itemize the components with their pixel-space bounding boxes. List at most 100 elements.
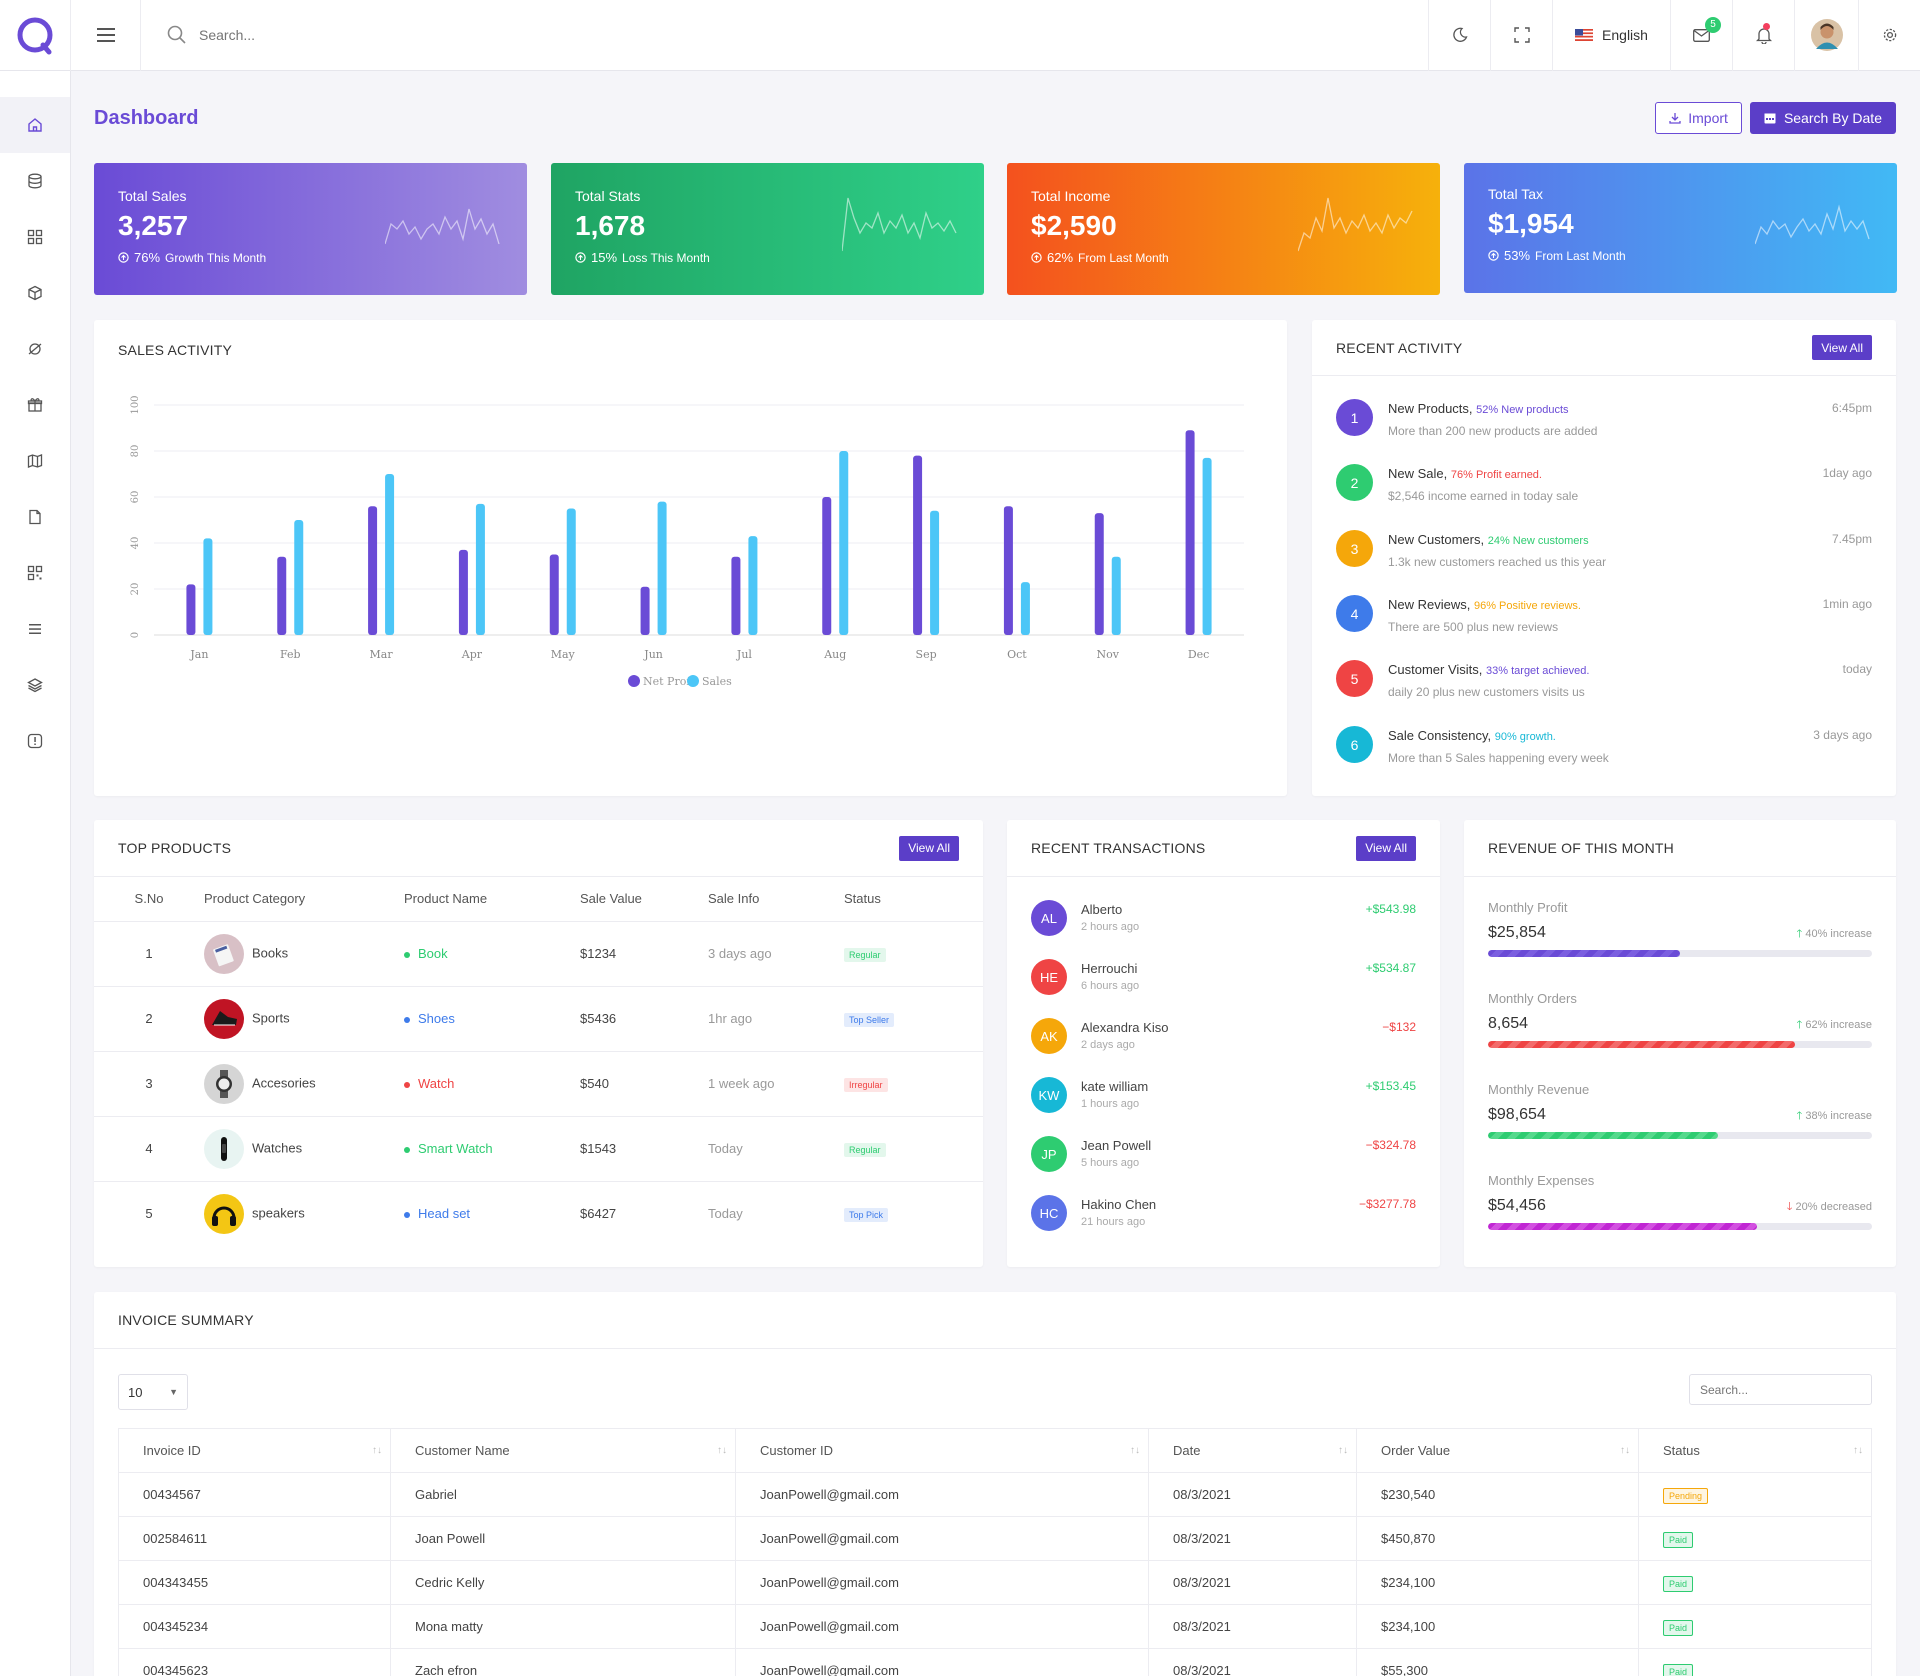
search-input[interactable] <box>199 27 599 43</box>
cell-customer-id: JoanPowell@gmail.com <box>735 1604 1149 1649</box>
sidebar-item-home[interactable] <box>0 97 70 153</box>
transaction-amount: −$3277.78 <box>1358 1197 1416 1211</box>
x-tick-label: May <box>551 648 576 661</box>
book-icon <box>213 943 234 966</box>
sort-icon: ↑↓ <box>1853 1445 1863 1456</box>
arrow-circle-icon <box>575 252 586 263</box>
transaction-item[interactable]: JP Jean Powell 5 hours ago −$324.78 <box>1031 1136 1416 1184</box>
transactions-view-all-button[interactable]: View All <box>1356 835 1416 861</box>
language-selector[interactable]: English <box>1552 0 1670 71</box>
transaction-item[interactable]: KW kate william 1 hours ago +$153.45 <box>1031 1077 1416 1125</box>
bar-sales <box>930 510 940 635</box>
activity-item[interactable]: 1 New Products, 52% New products More th… <box>1336 399 1872 459</box>
table-row[interactable]: 4 Watches Smart Watch $1543 Today Regula… <box>94 1116 983 1182</box>
book-image <box>204 933 244 974</box>
cell-customer-id: JoanPowell@gmail.com <box>735 1472 1149 1517</box>
products-view-all-button[interactable]: View All <box>899 835 959 861</box>
sparkline <box>842 197 957 252</box>
activity-item[interactable]: 6 Sale Consistency, 90% growth. More tha… <box>1336 726 1872 786</box>
col-sale-value: Sale Value <box>580 877 708 922</box>
transaction-item[interactable]: HC Hakino Chen 21 hours ago −$3277.78 <box>1031 1195 1416 1243</box>
table-row[interactable]: 004345234 Mona matty JoanPowell@gmail.co… <box>118 1604 1872 1649</box>
invoice-search-input[interactable] <box>1689 1374 1872 1405</box>
product-name[interactable]: Head set <box>418 1206 471 1222</box>
sidebar-item-alerts[interactable] <box>0 713 70 769</box>
products-header: TOP PRODUCTS View All <box>94 820 983 877</box>
activity-view-all-button[interactable]: View All <box>1812 335 1872 360</box>
activity-item[interactable]: 5 Customer Visits, 33% target achieved. … <box>1336 660 1872 720</box>
settings-button[interactable] <box>1858 0 1920 71</box>
transaction-item[interactable]: HE Herrouchi 6 hours ago +$534.87 <box>1031 959 1416 1007</box>
cell-sale-value: $540 <box>580 1051 708 1117</box>
gear-icon <box>1883 28 1896 42</box>
sales-header: SALES ACTIVITY <box>94 320 1287 380</box>
table-row[interactable]: 00434567 Gabriel JoanPowell@gmail.com 08… <box>118 1472 1872 1517</box>
sidebar-item-explore[interactable] <box>0 321 70 377</box>
col-status[interactable]: Status ↑↓ <box>1638 1428 1872 1473</box>
col-order-value[interactable]: Order Value ↑↓ <box>1356 1428 1639 1473</box>
revenue-change: 🡑 40% increase <box>1797 925 1872 944</box>
activity-description: daily 20 plus new customers visits us <box>1388 685 1585 699</box>
fullscreen-button[interactable] <box>1490 0 1552 71</box>
activity-time: 1day ago <box>1822 466 1872 480</box>
transaction-time: 6 hours ago <box>1081 980 1140 992</box>
mail-button[interactable]: 5 <box>1670 0 1732 71</box>
page-size-select[interactable]: 10 ▼ <box>118 1374 188 1410</box>
sidebar-item-apps[interactable] <box>0 209 70 265</box>
import-button[interactable]: Import <box>1655 102 1742 134</box>
sidebar-item-products[interactable] <box>0 265 70 321</box>
table-row[interactable]: 3 Accesories Watch $540 1 week ago Irreg… <box>94 1051 983 1117</box>
stat-pct: 53% <box>1504 248 1531 263</box>
stat-card-total-stats: Total Stats 1,678 15% Loss This Month <box>551 163 984 295</box>
product-name[interactable]: Book <box>418 946 448 961</box>
menu-toggle-button[interactable] <box>71 0 141 71</box>
table-row[interactable]: 1 Books Book $1234 3 days ago Regular <box>94 921 983 987</box>
transaction-name: Herrouchi <box>1081 961 1138 976</box>
col-invoice-id[interactable]: Invoice ID ↑↓ <box>118 1428 391 1473</box>
sidebar-item-maps[interactable] <box>0 433 70 489</box>
sidebar-item-layers[interactable] <box>0 657 70 713</box>
search-by-date-button[interactable]: Search By Date <box>1749 102 1896 134</box>
sidebar-item-gifts[interactable] <box>0 377 70 433</box>
card-title: REVENUE OF THIS MONTH <box>1488 840 1674 856</box>
stat-note: Loss This Month <box>622 250 710 265</box>
progress-track <box>1488 1132 1872 1139</box>
col-customer-id[interactable]: Customer ID ↑↓ <box>735 1428 1149 1473</box>
col-date[interactable]: Date ↑↓ <box>1148 1428 1357 1473</box>
activity-item[interactable]: 3 New Customers, 24% New customers 1.3k … <box>1336 530 1872 590</box>
avatar: JP <box>1031 1136 1067 1172</box>
table-row[interactable]: 004343455 Cedric Kelly JoanPowell@gmail.… <box>118 1560 1872 1605</box>
bar-net-profit <box>277 556 287 635</box>
col-customer-name[interactable]: Customer Name ↑↓ <box>390 1428 736 1473</box>
card-title: SALES ACTIVITY <box>118 342 233 358</box>
user-avatar-button[interactable] <box>1794 0 1858 71</box>
sidebar-item-pages[interactable] <box>0 489 70 545</box>
table-row[interactable]: 004345623 Zach efron JoanPowell@gmail.co… <box>118 1648 1872 1676</box>
transaction-item[interactable]: AK Alexandra Kiso 2 days ago −$132 <box>1031 1018 1416 1066</box>
activity-description: $2,546 income earned in today sale <box>1388 489 1579 503</box>
arrow-circle-icon <box>1488 250 1499 261</box>
product-name[interactable]: Shoes <box>418 1011 455 1026</box>
activity-description: There are 500 plus new reviews <box>1388 620 1559 634</box>
activity-item[interactable]: 2 New Sale, 76% Profit earned. $2,546 in… <box>1336 464 1872 524</box>
sidebar-item-database[interactable] <box>0 153 70 209</box>
activity-number: 6 <box>1336 726 1373 763</box>
theme-toggle-button[interactable] <box>1428 0 1490 71</box>
activity-item[interactable]: 4 New Reviews, 96% Positive reviews. The… <box>1336 595 1872 655</box>
bar-sales <box>1020 582 1030 635</box>
table-row[interactable]: 002584611 Joan Powell JoanPowell@gmail.c… <box>118 1516 1872 1561</box>
file-icon <box>29 509 41 525</box>
activity-time: today <box>1842 662 1872 676</box>
stat-note: From Last Month <box>1078 250 1169 265</box>
stat-card-total-tax: Total Tax $1,954 53% From Last Month <box>1464 163 1897 293</box>
notifications-button[interactable] <box>1732 0 1794 71</box>
sidebar-item-widgets[interactable] <box>0 545 70 601</box>
product-name[interactable]: Watch <box>418 1076 455 1091</box>
table-row[interactable]: 5 speakers Head set $6427 Today Top Pick <box>94 1181 983 1246</box>
product-name[interactable]: Smart Watch <box>418 1141 493 1156</box>
transaction-item[interactable]: AL Alberto 2 hours ago +$543.98 <box>1031 900 1416 948</box>
activity-time: 1min ago <box>1822 597 1872 611</box>
table-row[interactable]: 2 Sports Shoes $5436 1hr ago Top Seller <box>94 986 983 1052</box>
sidebar-item-list[interactable] <box>0 601 70 657</box>
app-logo[interactable] <box>0 0 71 71</box>
